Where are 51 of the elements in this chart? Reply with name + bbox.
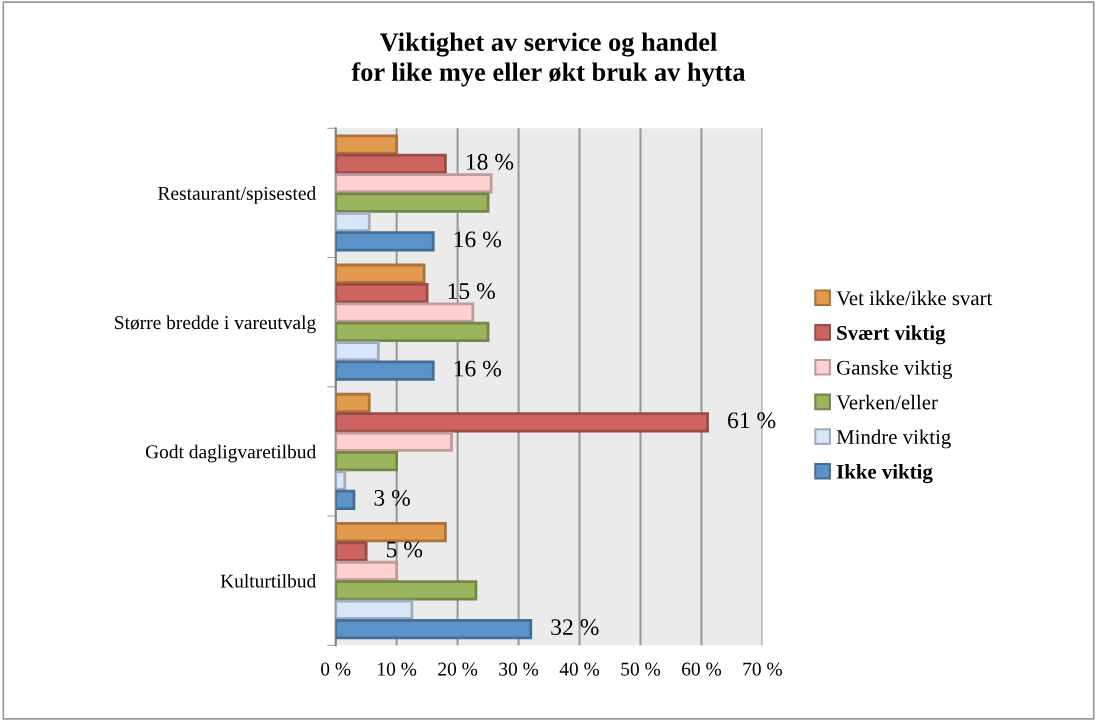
bar xyxy=(335,451,399,472)
y-tick-label: Kulturtilbud xyxy=(220,573,316,588)
x-tick-label: 0 % xyxy=(321,662,351,676)
bar xyxy=(335,541,368,562)
data-label: 3 % xyxy=(374,489,410,506)
bar xyxy=(335,392,371,414)
data-label: 32 % xyxy=(551,619,599,636)
bar xyxy=(335,263,426,284)
y-tick-label: Restaurant/spisested xyxy=(158,186,316,204)
bar xyxy=(335,231,435,252)
bar xyxy=(335,470,347,491)
y-tick-label: Godt dagligvaretilbud xyxy=(145,444,316,463)
x-tick-label: 40 % xyxy=(559,662,600,676)
bar xyxy=(335,599,414,620)
bar xyxy=(335,619,533,640)
bar xyxy=(335,283,429,304)
legend-label: Ikke viktig xyxy=(836,464,933,484)
bar xyxy=(335,302,475,323)
x-tick-label: 10 % xyxy=(378,662,417,676)
data-label: 16 % xyxy=(454,231,502,248)
x-tick-label: 70 % xyxy=(743,662,782,676)
bar xyxy=(335,153,447,174)
chart-title: Viktighet av service og handel for like mye eller økt bruk av hytta xyxy=(351,32,746,87)
x-tick-label: 60 % xyxy=(682,662,722,676)
bar xyxy=(335,134,399,155)
legend-label: Mindre viktig xyxy=(836,429,951,449)
x-tick-label: 50 % xyxy=(621,662,661,676)
data-label: 61 % xyxy=(728,412,776,429)
data-label: 16 % xyxy=(454,360,502,377)
data-label: 15 % xyxy=(448,283,495,300)
bar xyxy=(335,321,490,342)
bar xyxy=(335,412,709,433)
bar xyxy=(335,211,371,233)
data-label: 18 % xyxy=(466,153,514,170)
y-tick-label: Større bredde i vareutvalg xyxy=(115,315,316,334)
legend-label: Vet ikke/ikke svart xyxy=(836,290,993,306)
x-tick-label: 30 % xyxy=(499,662,539,676)
legend-label: Svært viktig xyxy=(837,325,946,345)
legend-label: Ganske viktig xyxy=(836,360,953,379)
x-tick-label: 20 % xyxy=(438,662,478,676)
bar xyxy=(335,560,399,582)
data-label: 5 % xyxy=(386,541,423,558)
bar xyxy=(335,580,478,601)
bar xyxy=(335,360,435,381)
bar xyxy=(335,173,493,194)
bar xyxy=(335,431,453,452)
bar xyxy=(335,341,380,362)
bar xyxy=(335,522,447,543)
bar xyxy=(335,489,356,511)
bar xyxy=(335,192,490,213)
legend-label: Verken/eller xyxy=(836,394,938,410)
